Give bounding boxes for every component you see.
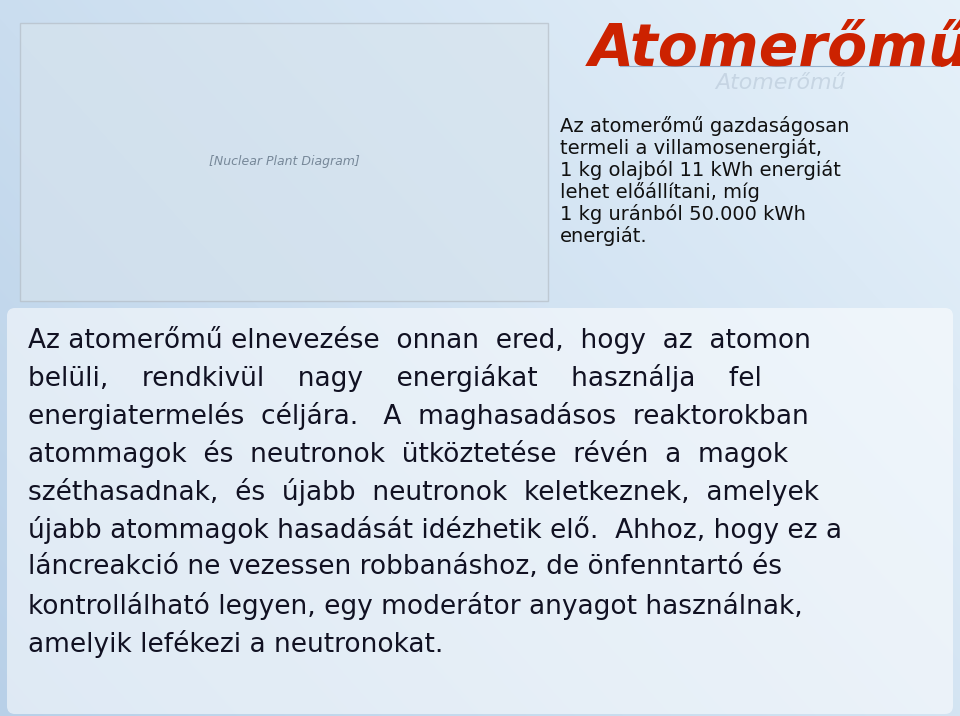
Text: energiatermelés  céljára.   A  maghasadásos  reaktorokban: energiatermelés céljára. A maghasadásos … xyxy=(28,402,808,430)
Text: kontrollálható legyen, egy moderátor anyagot használnak,: kontrollálható legyen, egy moderátor any… xyxy=(28,592,803,620)
Text: 1 kg uránból 50.000 kWh: 1 kg uránból 50.000 kWh xyxy=(560,204,805,224)
Text: Az atomerőmű gazdaságosan: Az atomerőmű gazdaságosan xyxy=(560,116,850,136)
Text: újabb atommagok hasadását idézhetik elő.  Ahhoz, hogy ez a: újabb atommagok hasadását idézhetik elő.… xyxy=(28,516,842,544)
Text: Az atomerőmű elnevezése  onnan  ered,  hogy  az  atomon: Az atomerőmű elnevezése onnan ered, hogy… xyxy=(28,326,811,354)
Text: Atomerőmű: Atomerőmű xyxy=(589,21,960,78)
Text: [Nuclear Plant Diagram]: [Nuclear Plant Diagram] xyxy=(208,155,359,168)
Bar xyxy=(20,23,548,301)
Text: belüli,    rendkivül    nagy    energiákat    használja    fel: belüli, rendkivül nagy energiákat haszná… xyxy=(28,364,762,392)
Text: amelyik lefékezi a neutronokat.: amelyik lefékezi a neutronokat. xyxy=(28,630,444,658)
Text: Atomerőmű: Atomerőmű xyxy=(715,73,845,93)
Text: láncreakció ne vezessen robbanáshoz, de önfenntartó és: láncreakció ne vezessen robbanáshoz, de … xyxy=(28,554,782,580)
Text: termeli a villamosenergiát,: termeli a villamosenergiát, xyxy=(560,138,822,158)
Text: lehet előállítani, míg: lehet előállítani, míg xyxy=(560,182,760,202)
Text: 1 kg olajból 11 kWh energiát: 1 kg olajból 11 kWh energiát xyxy=(560,160,841,180)
Text: atommagok  és  neutronok  ütköztetése  révén  a  magok: atommagok és neutronok ütköztetése révén… xyxy=(28,440,788,468)
FancyBboxPatch shape xyxy=(7,308,953,714)
Text: energiát.: energiát. xyxy=(560,226,648,246)
Text: széthasadnak,  és  újabb  neutronok  keletkeznek,  amelyek: széthasadnak, és újabb neutronok keletke… xyxy=(28,478,819,506)
